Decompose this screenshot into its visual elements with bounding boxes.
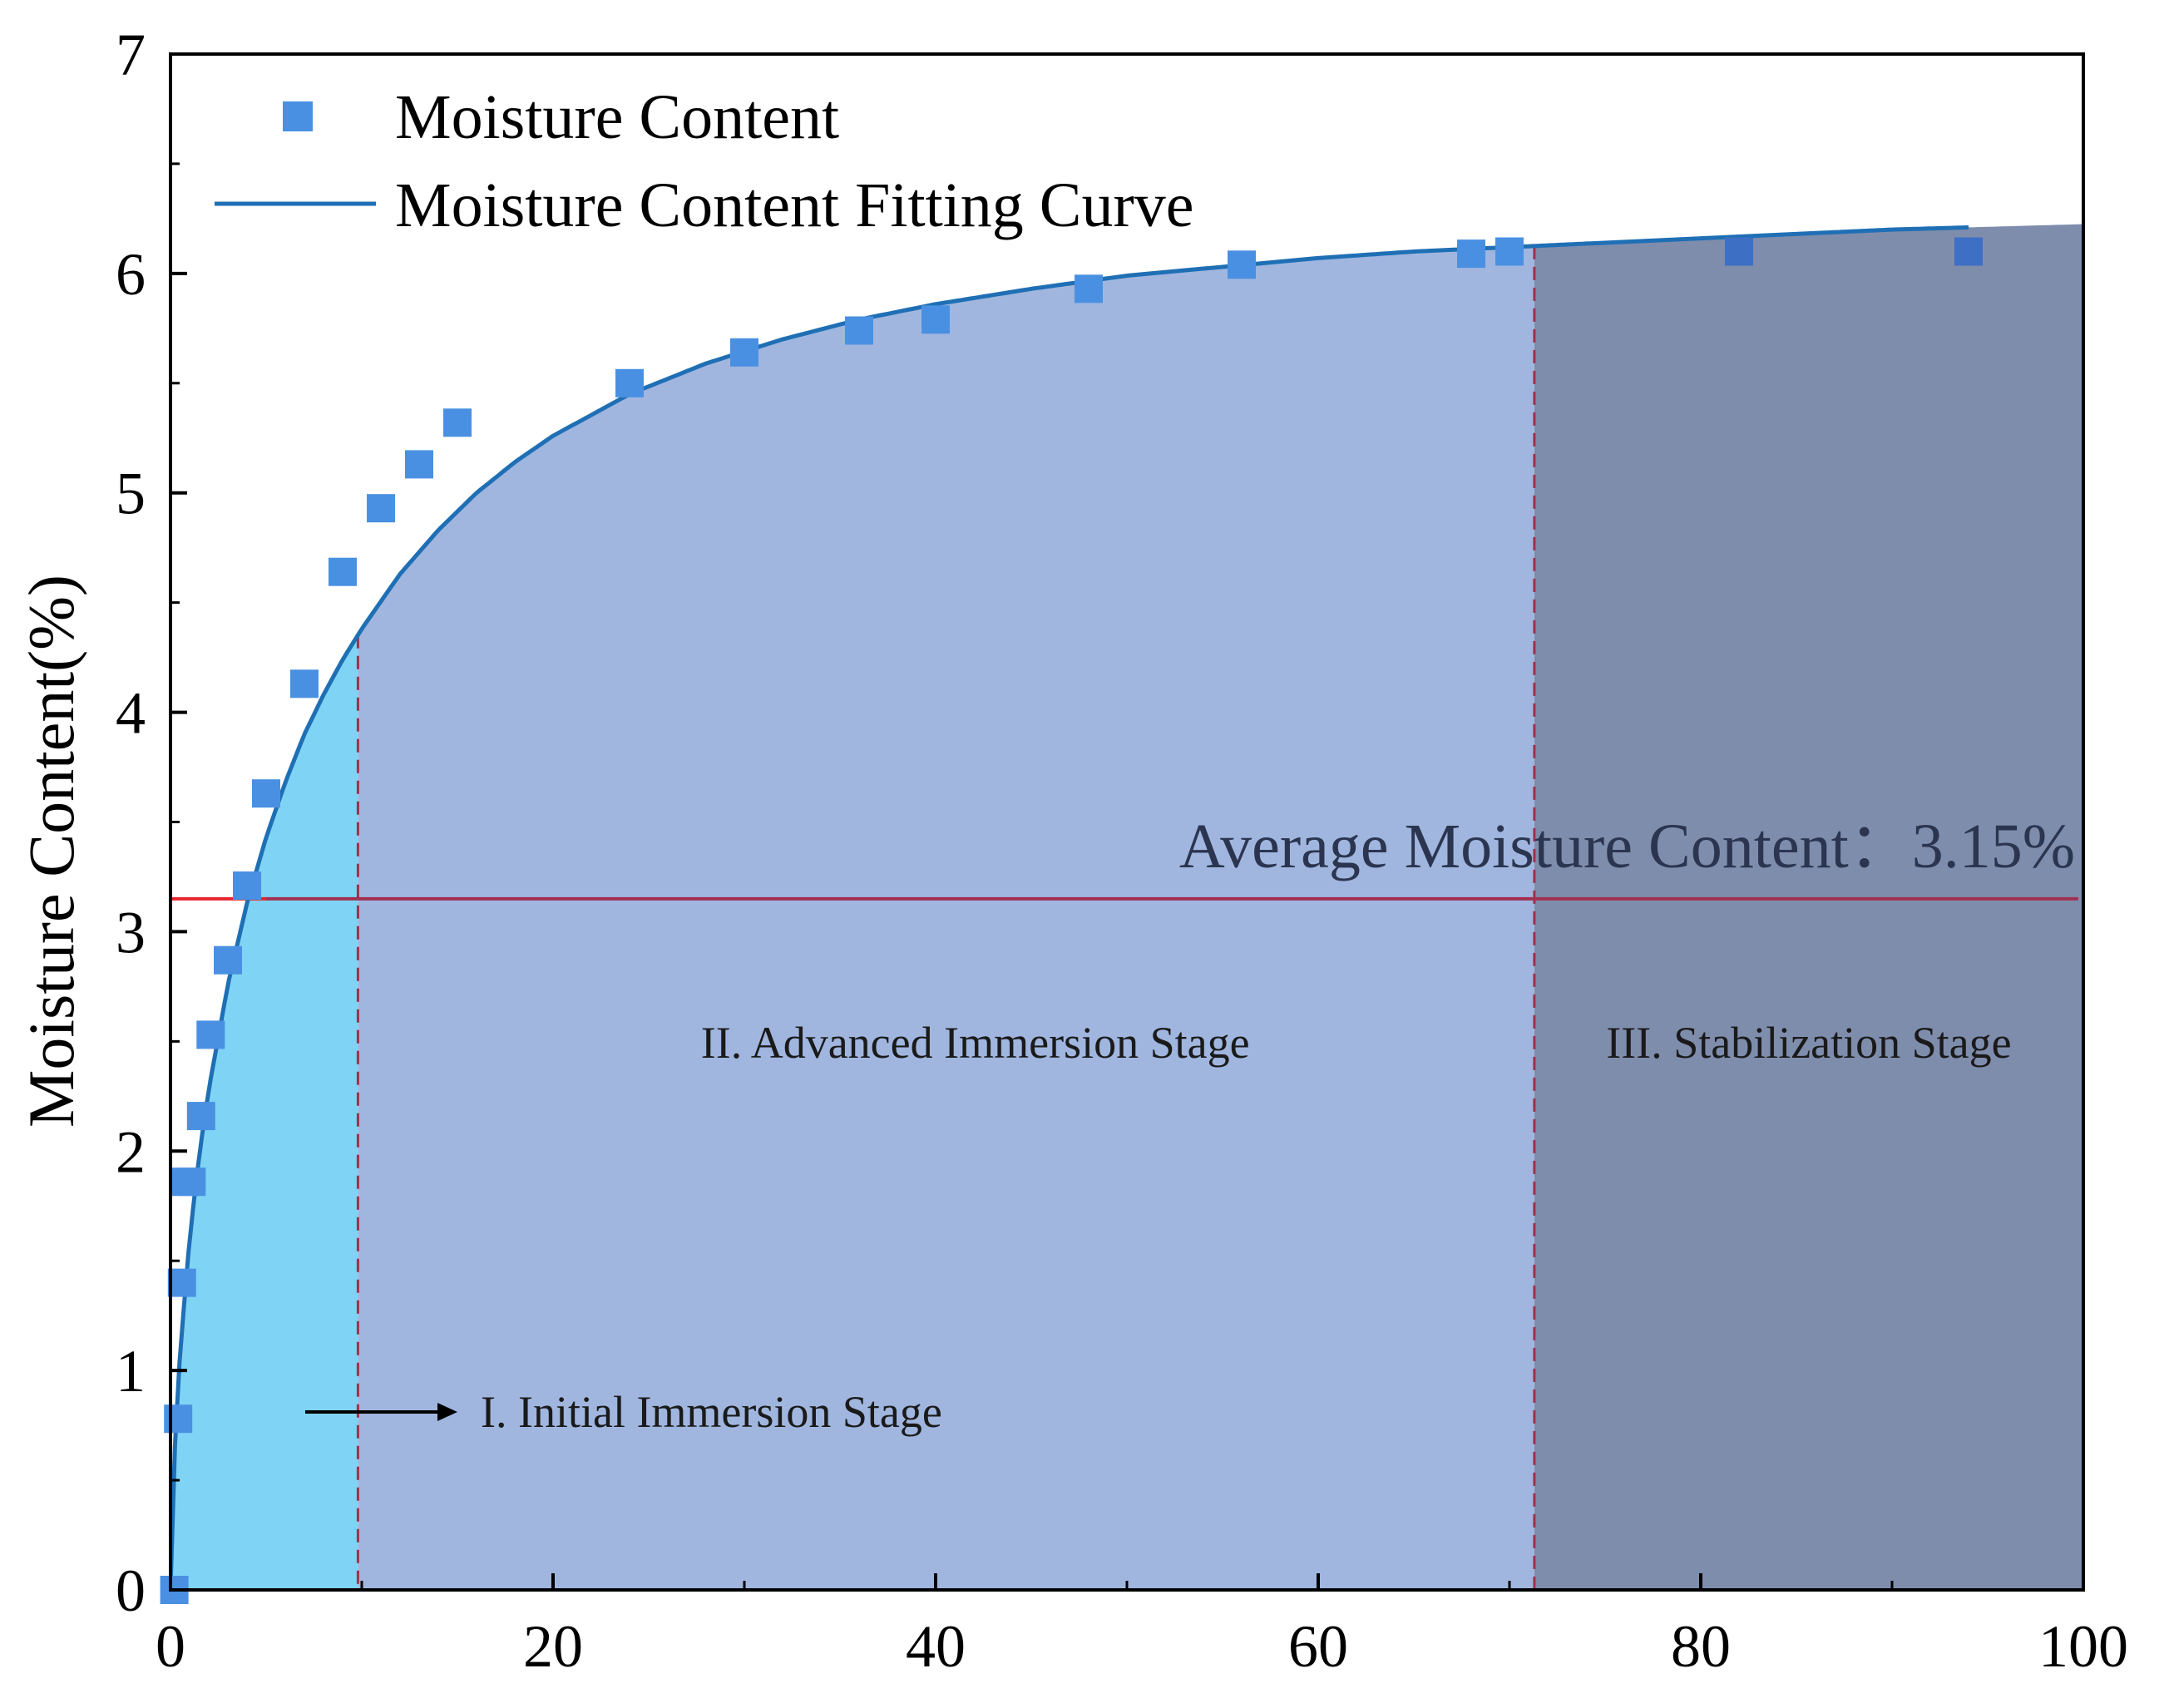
legend: Moisture Content Moisture Content Fitting… <box>215 82 1194 240</box>
data-points-group <box>160 237 1983 1604</box>
stage-region-3 <box>1534 224 2083 1590</box>
x-tick-label: 40 <box>906 1613 966 1680</box>
data-point <box>1457 239 1485 269</box>
stage-region-1 <box>170 634 358 1591</box>
data-point <box>443 408 472 437</box>
legend-marker-square <box>283 101 313 131</box>
y-tick-label: 2 <box>116 1118 146 1185</box>
stage-boundaries <box>356 245 1536 1590</box>
x-tick-label: 60 <box>1288 1613 1348 1680</box>
data-point <box>329 557 357 586</box>
x-tick-label: 100 <box>2038 1613 2128 1680</box>
legend-label-moisture-content: Moisture Content <box>395 82 839 152</box>
axes: 0 20 40 60 80 100 0 1 2 3 4 5 6 7 Moisture Content(%) <box>15 22 2128 1680</box>
data-point <box>367 494 395 523</box>
y-tick-label: 7 <box>116 22 146 88</box>
data-point <box>214 945 242 975</box>
stage-1-label: I. Initial Immersion Stage <box>481 1387 942 1437</box>
data-point <box>405 450 433 479</box>
x-tick-label: 80 <box>1671 1613 1731 1680</box>
legend-label-fitting-curve: Moisture Content Fitting Curve <box>395 170 1194 240</box>
y-tick-label: 5 <box>116 461 146 527</box>
data-point <box>921 305 950 334</box>
y-tick-label: 1 <box>116 1338 146 1404</box>
y-tick-label: 3 <box>116 899 146 965</box>
data-point <box>186 1102 215 1131</box>
fitting-curve-group <box>168 225 1969 1591</box>
data-point <box>196 1020 225 1049</box>
data-point <box>164 1404 193 1434</box>
data-point <box>1495 237 1524 266</box>
data-point <box>615 368 644 397</box>
stage-3-label: III. Stabilization Stage <box>1606 1018 2011 1068</box>
data-point <box>1954 237 1983 266</box>
fitting-curve-line <box>168 225 1969 1591</box>
data-point <box>167 1268 196 1297</box>
y-tick-label: 4 <box>116 680 146 747</box>
y-axis-title: Moisture Content(%) <box>15 575 87 1128</box>
data-point <box>1228 250 1256 279</box>
data-point <box>1075 274 1103 304</box>
stage-regions <box>170 224 2083 1591</box>
x-tick-label: 0 <box>156 1613 185 1680</box>
stage-1-arrow-head <box>437 1403 457 1421</box>
average-label-value: 3.15% <box>1912 812 2075 881</box>
average-label-prefix: Average Moisture Content： <box>1179 812 1912 881</box>
annotations: Average Moisture Content：3.15% II. Advanc… <box>305 812 2075 1437</box>
data-point <box>1725 237 1753 266</box>
y-tick-label: 6 <box>116 241 146 308</box>
data-point <box>845 316 873 345</box>
average-label: Average Moisture Content：3.15% <box>1179 812 2075 881</box>
data-point <box>730 338 758 367</box>
data-point <box>252 779 280 808</box>
stage-2-label: II. Advanced Immersion Stage <box>701 1018 1250 1068</box>
x-tick-label: 20 <box>523 1613 583 1680</box>
data-point <box>233 871 261 900</box>
data-point <box>177 1167 206 1197</box>
data-point <box>290 669 319 699</box>
y-tick-label: 0 <box>116 1557 146 1624</box>
stage-region-2 <box>358 245 1534 1590</box>
